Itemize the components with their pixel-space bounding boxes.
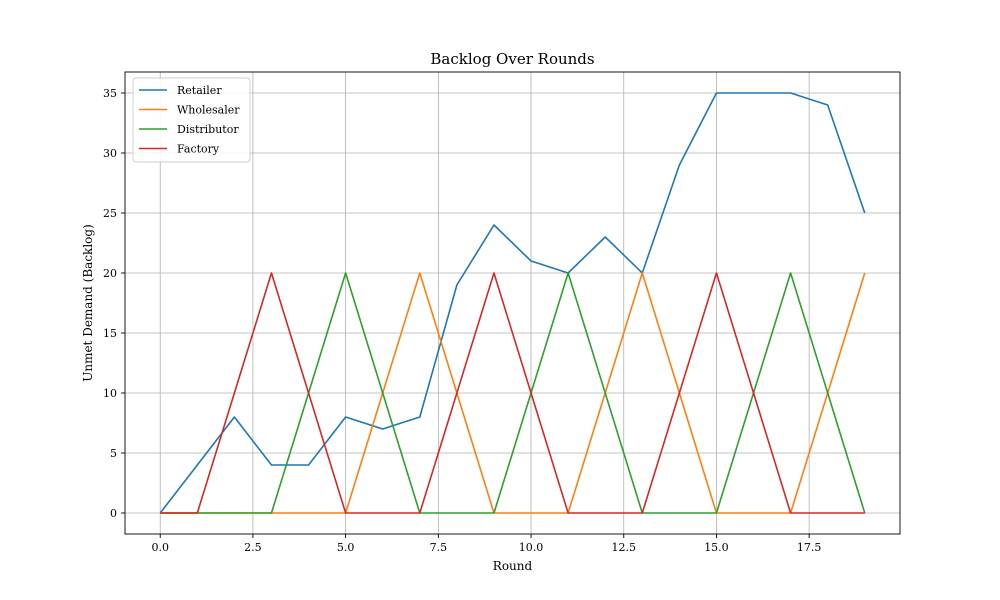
- y-tick-label: 5: [110, 447, 117, 460]
- x-tick-label: 10.0: [519, 541, 544, 554]
- y-tick-label: 30: [103, 147, 117, 160]
- y-tick-label: 35: [103, 87, 117, 100]
- legend-label-distributor: Distributor: [177, 123, 239, 136]
- grid: [125, 72, 900, 534]
- legend-box: [132, 77, 251, 163]
- axes: 0.0 2.5 5.0 7.5 10.0 12.5 15.0 17.5 0 5 10 15 20 25 30…: [103, 71, 901, 554]
- y-tick-label: 10: [103, 387, 117, 400]
- x-tick-label: 17.5: [797, 541, 822, 554]
- series-line-retailer: [159, 92, 866, 514]
- x-tick-label: 12.5: [611, 541, 636, 554]
- series-lines: [159, 92, 866, 514]
- plot-frame: [124, 71, 901, 535]
- x-tick-label: 0.0: [151, 541, 169, 554]
- y-tick-label: 0: [110, 507, 117, 520]
- x-tick-label: 7.5: [430, 541, 448, 554]
- legend-label-wholesaler: Wholesaler: [177, 104, 240, 117]
- x-tick-label: 2.5: [244, 541, 262, 554]
- legend-label-factory: Factory: [177, 143, 220, 156]
- y-axis-label: Unmet Demand (Backlog): [81, 224, 95, 382]
- series-line-factory: [160, 272, 865, 514]
- legend-label-retailer: Retailer: [177, 84, 222, 97]
- y-tick-label: 25: [103, 207, 117, 220]
- y-tick-label: 15: [103, 327, 117, 340]
- series-line-distributor: [160, 272, 866, 514]
- y-tick-label: 20: [103, 267, 117, 280]
- legend: Retailer Wholesaler Distributor Factory: [132, 77, 251, 163]
- x-tick-label: 5.0: [337, 541, 355, 554]
- chart-title: Backlog Over Rounds: [430, 50, 594, 68]
- series-line-wholesaler: [160, 272, 866, 514]
- x-axis-label: Round: [493, 559, 533, 573]
- x-tick-label: 15.0: [704, 541, 729, 554]
